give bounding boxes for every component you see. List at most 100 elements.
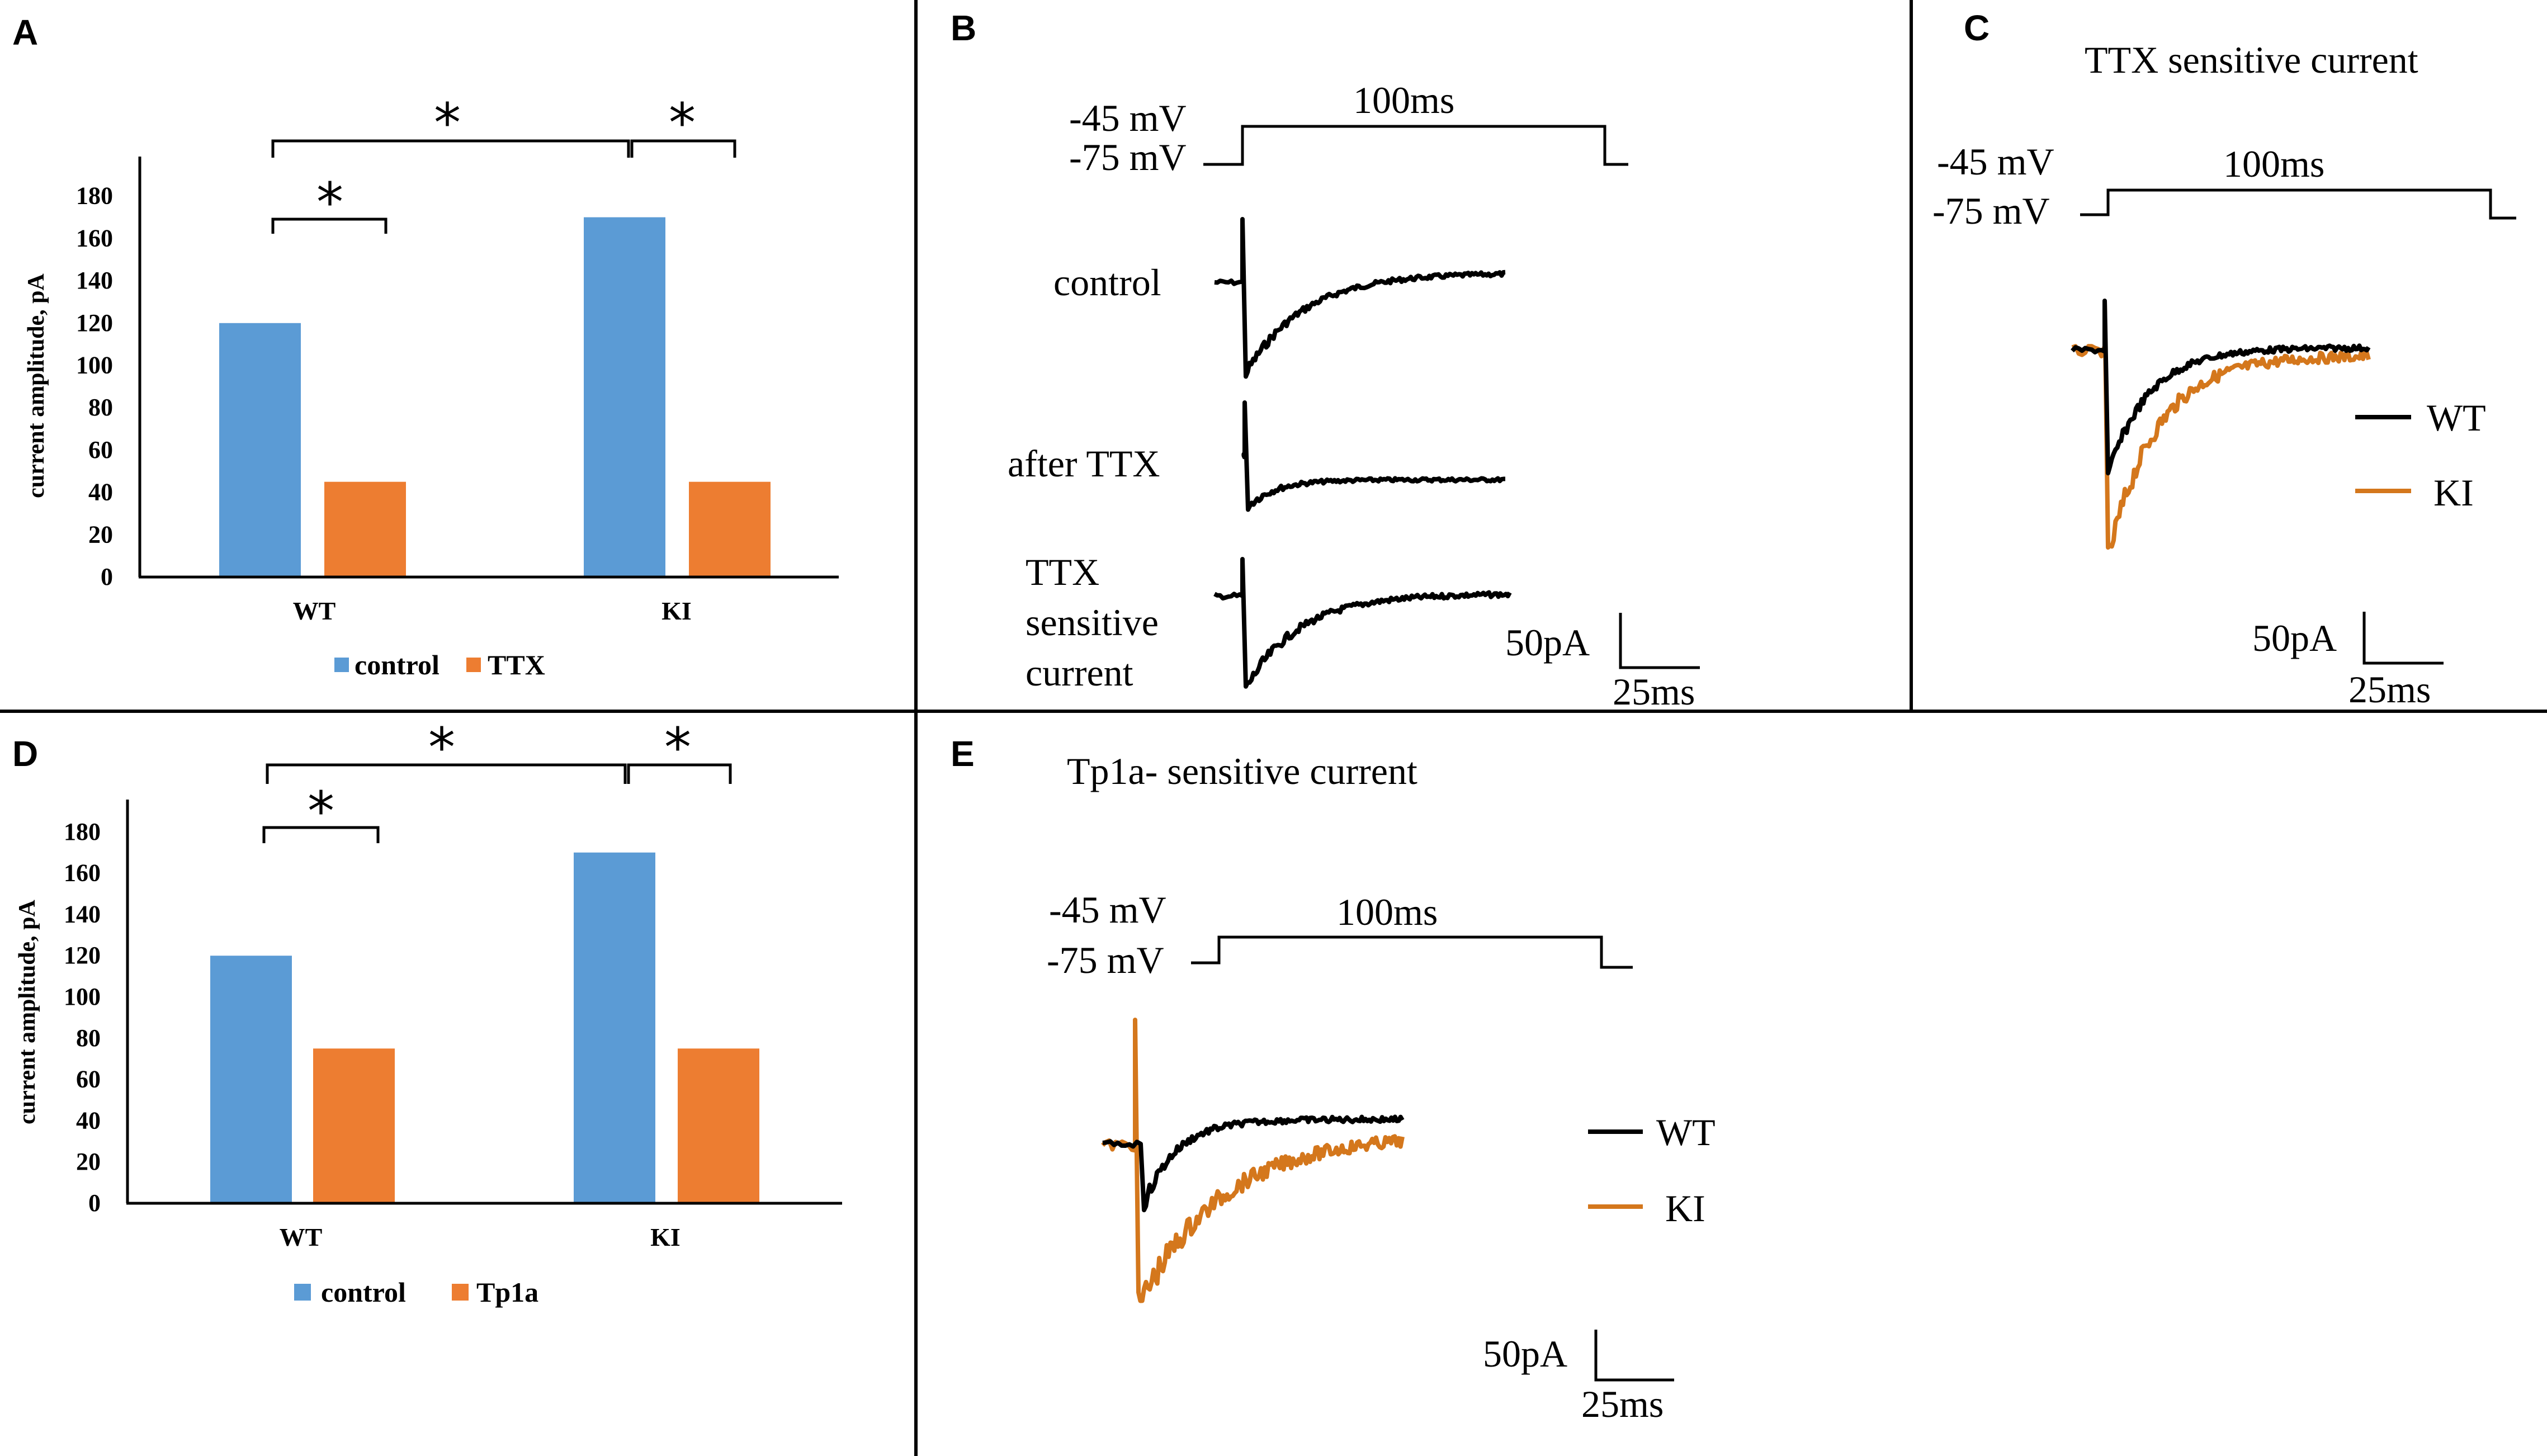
panel-c-title: TTX sensitive current [2085,39,2418,81]
y-tick-label: 60 [76,1066,101,1093]
significance-brackets: * * * [271,92,736,234]
significance-star-3: * [664,716,691,779]
y-ticks: 0 20 40 60 80 100 120 140 160 180 [64,818,101,1217]
legend-swatch-control [294,1284,311,1301]
y-tick-label: 160 [76,224,113,252]
y-axis-label: current amplitude, pA [15,899,40,1124]
y-tick-label: 120 [76,309,113,337]
hold-voltage-label: -75 mV [1069,136,1187,178]
category-label-wt: WT [293,597,336,625]
bar-ttx-ki [689,481,771,577]
trace-label-after-ttx: after TTX [1008,442,1160,485]
category-label-wt: WT [280,1223,323,1251]
bar-tp1a-ki [678,1048,759,1203]
voltage-protocol: -45 mV -75 mV 100ms [1069,79,1628,178]
scale-time: 25ms [1613,670,1695,713]
trace-label-sensitive: sensitive [1026,601,1159,644]
panel-c-traces: TTX sensitive current -45 mV -75 mV 100m… [1932,39,2516,711]
y-tick-label: 40 [76,1107,101,1134]
voltage-protocol: -45 mV -75 mV 100ms [1932,140,2516,232]
hold-voltage-label: -75 mV [1047,939,1164,981]
bar-control-wt [210,956,292,1203]
legend-label-wt: WT [2427,396,2486,439]
y-tick-label: 60 [88,436,113,464]
ki-current-trace [2071,300,2371,550]
y-tick-label: 140 [76,267,113,294]
legend: control TTX [334,649,545,680]
voltage-protocol: -45 mV -75 mV 100ms [1047,888,1633,981]
bar-control-ki [574,852,655,1203]
ki-current-trace [1101,1018,1405,1303]
panel-e-title: Tp1a- sensitive current [1067,750,1417,792]
step-duration-label: 100ms [1353,79,1454,121]
control-current-trace [1214,217,1506,379]
y-tick-label: 80 [88,394,113,421]
legend-label-control: control [355,649,440,680]
y-ticks: 0 20 40 60 80 100 120 140 160 180 [76,182,113,590]
y-tick-label: 0 [88,1189,101,1217]
step-duration-label: 100ms [2223,143,2324,185]
legend: control Tp1a [294,1277,538,1308]
bars [210,852,759,1203]
y-tick-label: 100 [76,352,113,379]
y-tick-label: 100 [64,983,101,1010]
significance-star-1: * [308,780,334,843]
wt-current-trace [1102,1114,1405,1213]
significance-star-2: * [428,716,455,779]
scale-time: 25ms [1581,1383,1664,1425]
bars [219,217,771,577]
panel-label-b: B [951,8,976,48]
legend-label-control: control [321,1277,406,1308]
legend-label-ki: KI [1665,1187,1705,1230]
bar-control-ki [584,217,665,577]
bar-control-wt [219,323,301,577]
y-tick-label: 20 [88,521,113,548]
scale-amplitude: 50pA [1483,1332,1567,1375]
y-tick-label: 0 [101,563,113,590]
panel-label-e: E [951,734,975,774]
panel-e-traces: Tp1a- sensitive current -45 mV -75 mV 10… [1047,750,1716,1425]
bar-chart-a: current amplitude, pA 0 20 40 60 80 100 120 140… [23,92,839,680]
significance-star-1: * [316,171,343,234]
significance-brackets: * * * [262,716,732,843]
y-tick-label: 180 [76,182,113,210]
trace-label-ttx: TTX [1026,551,1099,593]
legend-label-wt: WT [1656,1111,1716,1154]
legend-swatch-ttx [466,658,481,672]
bar-chart-d: current amplitude, pA 0 20 40 60 80 100 120 140… [15,716,842,1308]
scale-bar: 50pA 25ms [1505,613,1700,713]
trace-label-current: current [1026,651,1133,694]
panel-b-traces: -45 mV -75 mV 100ms control after TTX TT… [1008,79,1700,713]
category-label-ki: KI [661,597,692,625]
panel-label-d: D [12,734,38,774]
y-tick-label: 160 [64,859,101,887]
bar-tp1a-wt [313,1048,395,1203]
after-ttx-current-trace [1241,400,1506,512]
step-voltage-label: -45 mV [1069,97,1187,139]
legend-label-ki: KI [2433,471,2474,514]
step-duration-label: 100ms [1336,891,1438,933]
y-tick-label: 20 [76,1148,101,1175]
scale-amplitude: 50pA [2252,617,2337,659]
step-voltage-label: -45 mV [1937,140,2054,183]
ttx-sensitive-current-trace [1213,557,1512,689]
y-tick-label: 120 [64,942,101,969]
trace-label-control: control [1053,261,1161,304]
y-tick-label: 40 [88,479,113,506]
legend-swatch-control [334,658,349,672]
y-tick-label: 180 [64,818,101,845]
scale-time: 25ms [2348,668,2431,711]
panel-label-c: C [1964,8,1990,48]
significance-star-2: * [434,92,461,154]
scale-bar: 50pA 25ms [1483,1330,1674,1425]
significance-star-3: * [669,92,696,154]
scale-bar: 50pA 25ms [2252,612,2444,711]
step-voltage-label: -45 mV [1049,888,1166,931]
y-axis-label: current amplitude, pA [23,273,49,498]
legend: WT KI [1588,1111,1716,1230]
y-tick-label: 140 [64,900,101,928]
wt-current-trace [2071,299,2371,476]
panel-label-a: A [12,12,38,53]
